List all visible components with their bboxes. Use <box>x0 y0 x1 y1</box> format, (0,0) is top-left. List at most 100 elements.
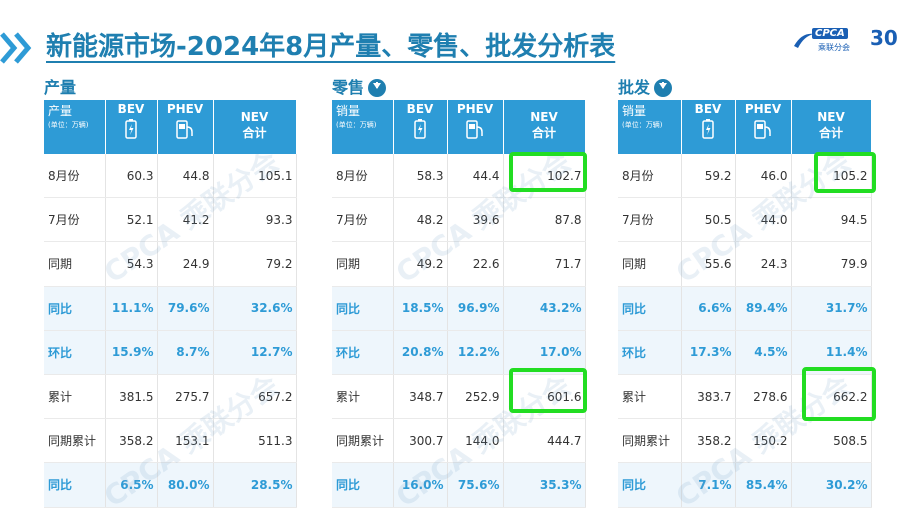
phev-cell: 12.2% <box>447 330 504 375</box>
nev-cell: 105.2 <box>791 154 872 199</box>
phev-cell: 150.2 <box>735 418 792 464</box>
battery-icon <box>125 119 137 139</box>
nev-cell: 35.3% <box>503 462 586 508</box>
phev-cell: 278.6 <box>735 374 792 420</box>
nev-cell: 43.2% <box>503 286 586 331</box>
phev-cell: 44.4 <box>447 154 504 199</box>
nev-cell: 508.5 <box>791 418 872 464</box>
table-row: 同期 55.6 24.3 79.9 <box>618 241 872 287</box>
row-label: 7月份 <box>332 197 394 243</box>
table-row: 8月份 59.2 46.0 105.2 <box>618 154 872 199</box>
bev-cell: 49.2 <box>393 241 448 287</box>
data-table: 销量 (单位：万辆) BEV PHEV NEV 合计 8月份 59.2 46.0 10… <box>618 100 872 508</box>
row-label: 8月份 <box>44 154 106 199</box>
table-row: 环比 17.3% 4.5% 11.4% <box>618 330 872 375</box>
phev-cell: 22.6 <box>447 241 504 287</box>
nev-cell: 30.2% <box>791 462 872 508</box>
hybrid-plug-icon <box>466 120 483 139</box>
table-row: 同比 6.6% 89.4% 31.7% <box>618 286 872 331</box>
row-label: 同期 <box>618 241 682 287</box>
table-row: 同期 49.2 22.6 71.7 <box>332 241 586 287</box>
table-row: 同期累计 300.7 144.0 444.7 <box>332 418 586 464</box>
bev-cell: 58.3 <box>393 154 448 199</box>
nev-cell: 444.7 <box>503 418 586 464</box>
nev-cell: 87.8 <box>503 197 586 243</box>
bev-cell: 15.9% <box>105 330 158 375</box>
bev-cell: 20.8% <box>393 330 448 375</box>
bev-cell: 52.1 <box>105 197 158 243</box>
bev-cell: 358.2 <box>681 418 736 464</box>
section-title: 批发 <box>618 78 651 97</box>
phev-cell: 46.0 <box>735 154 792 199</box>
data-table: 销量 (单位：万辆) BEV PHEV NEV 合计 8月份 58.3 44.4 10… <box>332 100 586 508</box>
row-label: 同期累计 <box>44 418 106 464</box>
table-row: 8月份 58.3 44.4 102.7 <box>332 154 586 199</box>
table-row: 环比 15.9% 8.7% 12.7% <box>44 330 297 375</box>
table-row: 累计 348.7 252.9 601.6 <box>332 374 586 420</box>
phev-cell: 80.0% <box>157 462 214 508</box>
phev-cell: 144.0 <box>447 418 504 464</box>
battery-icon <box>702 119 714 139</box>
phev-cell: 85.4% <box>735 462 792 508</box>
table-row: 7月份 52.1 41.2 93.3 <box>44 197 297 243</box>
bev-cell: 348.7 <box>393 374 448 420</box>
bev-cell: 6.5% <box>105 462 158 508</box>
bev-cell: 50.5 <box>681 197 736 243</box>
row-label: 7月份 <box>618 197 682 243</box>
arrow-down-icon <box>368 79 387 97</box>
phev-cell: 44.8 <box>157 154 214 199</box>
phev-cell: 44.0 <box>735 197 792 243</box>
row-label: 环比 <box>44 330 106 375</box>
header-nev: NEV 合计 <box>791 100 872 154</box>
phev-cell: 153.1 <box>157 418 214 464</box>
row-label: 环比 <box>332 330 394 375</box>
hybrid-plug-icon <box>754 120 771 139</box>
bev-cell: 54.3 <box>105 241 158 287</box>
table-row: 7月份 50.5 44.0 94.5 <box>618 197 872 243</box>
bev-cell: 18.5% <box>393 286 448 331</box>
section-production: 产量 产量 (单位：万辆) BEV PHEV NEV 合计 <box>44 76 297 508</box>
nev-cell: 93.3 <box>213 197 297 243</box>
table-row: 累计 383.7 278.6 662.2 <box>618 374 872 420</box>
row-label: 同比 <box>44 462 106 508</box>
nev-cell: 105.1 <box>213 154 297 199</box>
row-label: 同比 <box>332 286 394 331</box>
header-bev: BEV <box>105 100 158 154</box>
bev-cell: 60.3 <box>105 154 158 199</box>
arrow-down-icon <box>654 79 673 97</box>
logo-brand: CPCA <box>812 28 848 39</box>
logo-sub: 乘联分会 <box>818 43 850 52</box>
cpca-logo: CPCA 乘联分会 30 <box>790 24 900 58</box>
row-label: 7月份 <box>44 197 106 243</box>
row-label: 环比 <box>618 330 682 375</box>
nev-cell: 71.7 <box>503 241 586 287</box>
nev-cell: 28.5% <box>213 462 297 508</box>
chevron-decoration-icon <box>0 32 32 64</box>
nev-cell: 511.3 <box>213 418 297 464</box>
row-label: 累计 <box>44 374 106 420</box>
table-row: 同期 54.3 24.9 79.2 <box>44 241 297 287</box>
bev-cell: 6.6% <box>681 286 736 331</box>
row-label: 同比 <box>618 462 682 508</box>
row-label: 同期 <box>44 241 106 287</box>
table-row: 累计 381.5 275.7 657.2 <box>44 374 297 420</box>
table-row: 同比 6.5% 80.0% 28.5% <box>44 462 297 508</box>
table-row: 同比 7.1% 85.4% 30.2% <box>618 462 872 508</box>
bev-cell: 48.2 <box>393 197 448 243</box>
nev-cell: 17.0% <box>503 330 586 375</box>
nev-cell: 31.7% <box>791 286 872 331</box>
table-row: 7月份 48.2 39.6 87.8 <box>332 197 586 243</box>
nev-cell: 102.7 <box>503 154 586 199</box>
phev-cell: 4.5% <box>735 330 792 375</box>
row-label: 累计 <box>332 374 394 420</box>
logo-anniversary: 30 <box>870 26 898 50</box>
phev-cell: 89.4% <box>735 286 792 331</box>
section-wholesale: 批发 销量 (单位：万辆) BEV PHEV NEV <box>618 76 872 508</box>
row-label: 8月份 <box>618 154 682 199</box>
header-bev: BEV <box>393 100 448 154</box>
table-row: 同期累计 358.2 153.1 511.3 <box>44 418 297 464</box>
row-label: 同期累计 <box>332 418 394 464</box>
header-phev: PHEV <box>157 100 214 154</box>
phev-cell: 275.7 <box>157 374 214 420</box>
data-table: 产量 (单位：万辆) BEV PHEV NEV 合计 8月份 60.3 44.8 10… <box>44 100 297 508</box>
